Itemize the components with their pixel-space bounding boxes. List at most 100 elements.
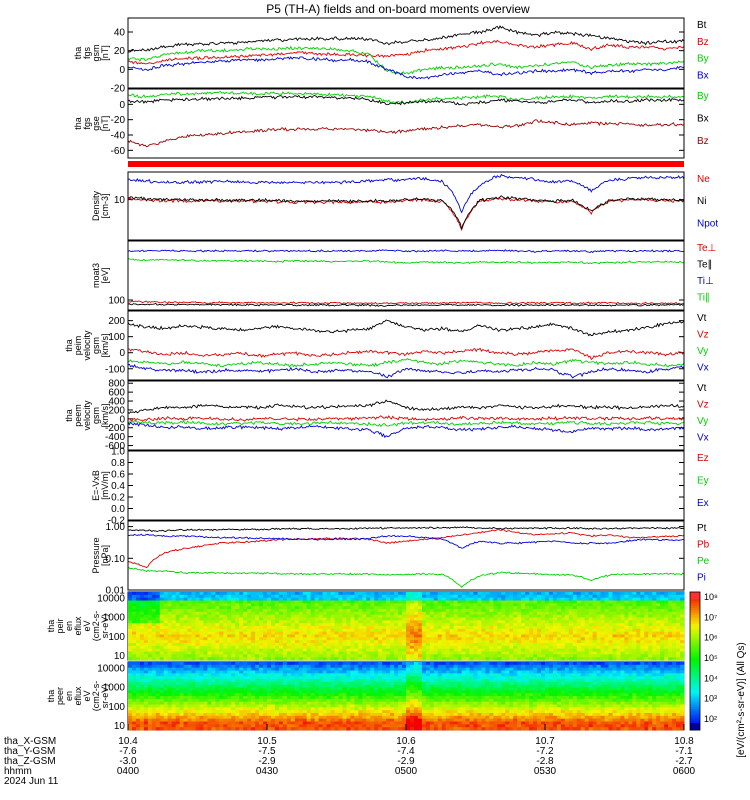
spectrogram-cell: [326, 715, 331, 720]
spectrogram-cell: [358, 640, 363, 644]
spectrogram-cell: [318, 701, 323, 705]
spectrogram-cell: [223, 651, 228, 655]
y-axis-label: tha: [73, 117, 83, 130]
spectrogram-cell: [493, 617, 498, 621]
spectrogram-cell: [421, 640, 427, 644]
spectrogram-cell: [350, 640, 355, 644]
spectrogram-cell: [350, 626, 355, 630]
spectrogram-cell: [290, 637, 296, 641]
spectrogram-cell: [207, 687, 212, 691]
spectrogram-cell: [195, 611, 200, 616]
spectrogram-cell: [183, 657, 188, 661]
spectrogram-cell: [227, 617, 232, 621]
spectrogram-cell: [473, 623, 478, 627]
spectrogram-cell: [449, 651, 455, 655]
spectrogram-cell: [366, 643, 371, 647]
spectrogram-cell: [680, 614, 685, 618]
spectrogram-cell: [175, 698, 181, 703]
spectrogram-cell: [243, 684, 248, 688]
spectrogram-cell: [278, 597, 284, 601]
spectrogram-cell: [644, 600, 649, 604]
spectrogram-cell: [628, 651, 633, 655]
spectrogram-cell: [572, 626, 578, 630]
spectrogram-cell: [282, 681, 288, 686]
spectrogram-cell: [263, 626, 268, 630]
spectrogram-cell: [390, 637, 395, 641]
spectrogram-cell: [612, 611, 617, 616]
spectrogram-cell: [259, 657, 264, 661]
spectrogram-cell: [453, 654, 459, 658]
spectrogram-cell: [255, 710, 260, 714]
spectrogram-cell: [306, 681, 312, 686]
spectrogram-cell: [322, 673, 327, 677]
spectrogram-cell: [231, 721, 236, 725]
spectrogram-cell: [600, 654, 605, 658]
spectrogram-cell: [612, 609, 617, 613]
spectrogram-cell: [263, 611, 268, 616]
spectrogram-cell: [274, 645, 280, 650]
spectrogram-cell: [274, 727, 280, 731]
spectrogram-cell: [648, 634, 653, 638]
spectrogram-cell: [175, 623, 181, 627]
spectrogram-cell: [179, 617, 184, 621]
y-tick-label: 10: [114, 651, 126, 662]
spectrogram-cell: [135, 684, 141, 688]
spectrogram-cell: [354, 696, 359, 700]
spectrogram-cell: [298, 654, 304, 658]
spectrogram-cell: [306, 603, 312, 607]
spectrogram-cell: [521, 640, 526, 644]
spectrogram-cell: [370, 623, 375, 627]
spectrogram-cell: [310, 594, 316, 599]
spectrogram-cell: [513, 657, 518, 661]
spectrogram-cell: [187, 620, 192, 624]
spectrogram-cell: [354, 623, 359, 627]
spectrogram-cell: [294, 634, 300, 638]
spectrogram-cell: [644, 634, 649, 638]
spectrogram-cell: [417, 628, 423, 633]
spectrogram-cell: [545, 634, 550, 638]
spectrogram-cell: [453, 657, 459, 661]
spectrogram-cell: [298, 611, 304, 616]
spectrogram-cell: [171, 679, 177, 683]
spectrogram-cell: [298, 628, 304, 633]
spectrogram-cell: [560, 600, 566, 604]
spectrogram-cell: [139, 701, 145, 705]
spectrogram-cell: [147, 634, 153, 638]
spectrogram-cell: [680, 654, 685, 658]
spectrogram-cell: [600, 600, 605, 604]
spectrogram-cell: [314, 662, 320, 666]
spectrogram-cell: [215, 724, 220, 728]
spectrogram-cell: [640, 645, 645, 650]
spectrogram-cell: [211, 676, 216, 680]
spectrogram-cell: [652, 648, 657, 652]
spectrogram-cell: [668, 597, 673, 601]
spectrogram-cell: [350, 603, 355, 607]
spectrogram-cell: [445, 603, 451, 607]
spectrogram-cell: [314, 690, 320, 694]
spectrogram-cell: [270, 600, 276, 604]
spectrogram-cell: [135, 654, 141, 658]
spectrogram-cell: [239, 634, 244, 638]
spectrogram-cell: [187, 687, 192, 691]
spectrogram-cell: [580, 617, 586, 621]
spectrogram-cell: [433, 645, 439, 650]
spectrogram-cell: [207, 609, 212, 613]
spectrogram-cell: [489, 614, 494, 618]
spectrogram-cell: [568, 620, 574, 624]
spectrogram-cell: [564, 651, 570, 655]
spectrogram-cell: [556, 643, 562, 647]
spectrogram-cell: [398, 645, 403, 650]
spectrogram-cell: [290, 670, 296, 674]
spectrogram-cell: [592, 643, 598, 647]
spectrogram-cell: [179, 651, 184, 655]
spectrogram-cell: [330, 704, 335, 708]
spectrogram-cell: [231, 727, 236, 731]
spectrogram-cell: [672, 592, 677, 596]
spectrogram-cell: [413, 648, 419, 652]
spectrogram-cell: [481, 603, 486, 607]
spectrogram-cell: [517, 609, 522, 613]
spectrogram-cell: [493, 643, 498, 647]
spectrogram-cell: [139, 670, 145, 674]
spectrogram-cell: [413, 645, 419, 650]
spectrogram-cell: [330, 657, 335, 661]
